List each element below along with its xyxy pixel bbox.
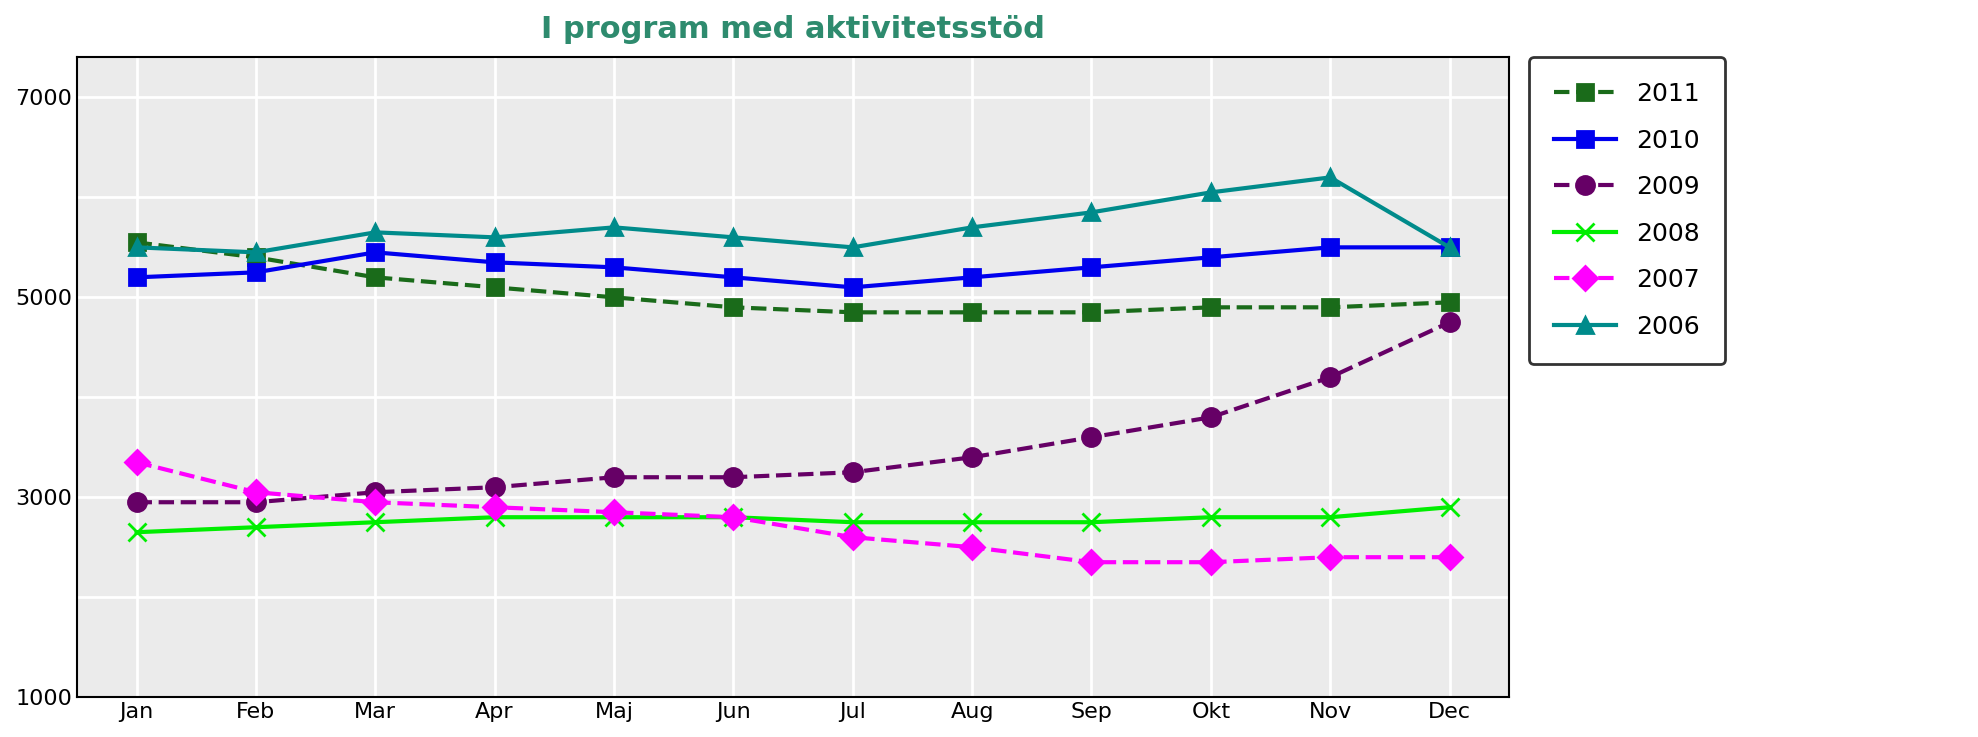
2011	[959, 308, 983, 317]
2009	[1438, 318, 1462, 326]
2011	[483, 283, 506, 292]
2006	[722, 233, 746, 242]
Line: 2008: 2008	[127, 498, 1458, 541]
2007	[959, 542, 983, 551]
2007	[125, 458, 148, 467]
2008	[125, 528, 148, 537]
2006	[841, 243, 864, 252]
2011	[841, 308, 864, 317]
2011	[125, 238, 148, 247]
2009	[243, 497, 267, 506]
2007	[1438, 553, 1462, 562]
2010	[601, 263, 625, 272]
2008	[601, 513, 625, 522]
2006	[1199, 188, 1222, 197]
Line: 2007: 2007	[129, 454, 1458, 570]
2010	[483, 258, 506, 267]
2010	[243, 268, 267, 277]
2011	[601, 293, 625, 301]
2010	[1317, 243, 1341, 252]
2011	[364, 273, 388, 282]
Line: 2009: 2009	[127, 313, 1458, 511]
2010	[722, 273, 746, 282]
2007	[1317, 553, 1341, 562]
Legend: 2011, 2010, 2009, 2008, 2007, 2006: 2011, 2010, 2009, 2008, 2007, 2006	[1529, 57, 1725, 363]
2010	[1080, 263, 1104, 272]
2009	[483, 483, 506, 492]
2010	[1199, 253, 1222, 262]
2008	[1199, 513, 1222, 522]
2007	[364, 497, 388, 506]
2008	[1438, 503, 1462, 511]
2006	[483, 233, 506, 242]
Line: 2010: 2010	[129, 240, 1458, 295]
2011	[1317, 303, 1341, 312]
2006	[243, 248, 267, 256]
2007	[601, 508, 625, 517]
2009	[722, 473, 746, 482]
2009	[1317, 373, 1341, 382]
2006	[959, 223, 983, 231]
2008	[722, 513, 746, 522]
2009	[959, 453, 983, 461]
2009	[601, 473, 625, 482]
2009	[841, 468, 864, 477]
2009	[1080, 433, 1104, 441]
2011	[1199, 303, 1222, 312]
2010	[959, 273, 983, 282]
2006	[601, 223, 625, 231]
2009	[125, 497, 148, 506]
2010	[364, 248, 388, 256]
2008	[243, 523, 267, 531]
2008	[483, 513, 506, 522]
2007	[841, 533, 864, 542]
2010	[1438, 243, 1462, 252]
2011	[1080, 308, 1104, 317]
2007	[243, 488, 267, 497]
2008	[959, 518, 983, 527]
Line: 2011: 2011	[129, 234, 1458, 320]
2006	[364, 228, 388, 237]
2007	[483, 503, 506, 511]
2006	[1317, 173, 1341, 182]
Title: I program med aktivitetsstöd: I program med aktivitetsstöd	[542, 15, 1044, 44]
2010	[841, 283, 864, 292]
2011	[1438, 298, 1462, 307]
2010	[125, 273, 148, 282]
2007	[1080, 558, 1104, 567]
2007	[722, 513, 746, 522]
2008	[1080, 518, 1104, 527]
2006	[1438, 243, 1462, 252]
2009	[364, 488, 388, 497]
2008	[1317, 513, 1341, 522]
Line: 2006: 2006	[129, 169, 1458, 261]
2007	[1199, 558, 1222, 567]
2006	[1080, 208, 1104, 217]
2011	[243, 253, 267, 262]
2008	[364, 518, 388, 527]
2006	[125, 243, 148, 252]
2011	[722, 303, 746, 312]
2008	[841, 518, 864, 527]
2009	[1199, 413, 1222, 422]
